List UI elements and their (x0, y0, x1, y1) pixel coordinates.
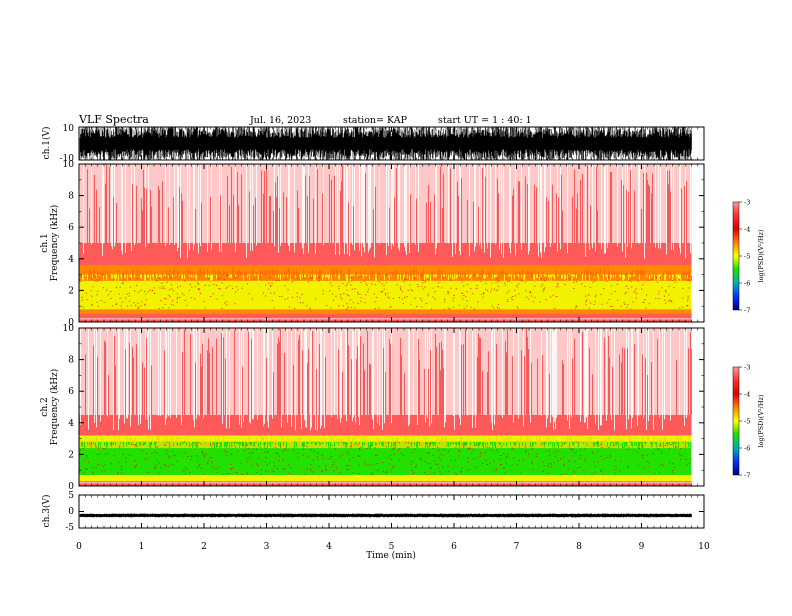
y-tick-label: 10 (63, 324, 75, 334)
colorbar-tick-label: -4 (744, 226, 750, 234)
spec-speckle (80, 441, 692, 476)
x-tick-label: 9 (639, 542, 645, 552)
ch3-waveform-trace (79, 494, 704, 529)
spec-speckle (79, 274, 692, 310)
spec-sparse-red-band (79, 164, 692, 243)
ch1-colorbar (732, 201, 740, 311)
y-tick-label: 2 (68, 450, 74, 460)
colorbar-tick-label: -6 (744, 280, 750, 288)
spec-red-streaks (87, 164, 687, 243)
ch2-spec-ylabel-freq: Frequency (kHz) (49, 369, 60, 446)
colorbar-tick-label: -6 (744, 445, 750, 453)
ch3-ylabel: ch.3(V) (41, 495, 52, 528)
spec-red-streaks (85, 328, 692, 415)
colorbar-tick-label: -7 (744, 472, 750, 480)
x-tick-label: 4 (326, 542, 332, 552)
ch1-spec-yticks: 0 2 4 6 8 10 (63, 160, 704, 328)
colorbar-tick-label: -7 (744, 307, 750, 315)
ch1-spec-ylabel-freq: Frequency (kHz) (49, 205, 60, 282)
ch1-ytick-top: 10 (63, 124, 75, 134)
colorbar-tick-label: -4 (744, 391, 750, 399)
date-label: Jul. 16, 2023 (249, 115, 311, 126)
y-tick-label: 0 (68, 482, 74, 492)
time-axis-label: Time (min) (366, 550, 416, 561)
x-tick-label: 0 (76, 542, 82, 552)
ch1-ytick-bottom: -10 (60, 154, 75, 164)
spec-gap-streaks (80, 329, 687, 431)
panel-ch1-waveform: 10 -10 ch.1(V) (41, 124, 705, 164)
ch1-colorbar-label: log(PSD)(V²/Hz) (757, 229, 765, 282)
ch3-ytick-top: 5 (68, 491, 74, 501)
ch3-ytick-mid: 0 (68, 507, 74, 517)
colorbar-tick-label: -5 (744, 253, 750, 261)
ch3-ytick-bottom: -5 (65, 523, 74, 533)
y-tick-label: 8 (68, 192, 74, 202)
x-tick-label: 3 (264, 542, 270, 552)
colorbar-tick-label: -3 (744, 199, 750, 207)
station-label: station= KAP (343, 115, 408, 126)
y-tick-label: 2 (68, 286, 74, 296)
waveform-line (79, 513, 692, 518)
x-tick-label: 2 (201, 542, 207, 552)
x-tick-label: 10 (698, 542, 710, 552)
ch2-spectrogram-image (79, 328, 692, 486)
x-tick-label: 5 (389, 542, 395, 552)
ch1-spectrogram-image (79, 164, 692, 322)
ch2-spec-ylabel-channel: ch.2 (40, 397, 50, 416)
y-tick-label: 8 (68, 356, 74, 366)
y-tick-label: 4 (68, 419, 74, 429)
ch1-waveform-trace (79, 126, 704, 161)
waveform-line (79, 127, 692, 160)
ch2-spec-yticks: 0 2 4 6 8 10 (63, 324, 704, 492)
panel-ch3-waveform: 5 0 -5 ch.3(V) (41, 491, 705, 533)
x-tick-label: 6 (451, 542, 457, 552)
y-tick-label: 10 (63, 160, 75, 170)
y-tick-label: 6 (68, 223, 74, 233)
colorbar-tick-label: -3 (744, 364, 750, 372)
y-tick-label: 4 (68, 255, 74, 265)
y-tick-label: 6 (68, 387, 74, 397)
x-tick-label: 1 (139, 542, 145, 552)
start-time-label: start UT = 1 : 40: 1 (438, 115, 532, 126)
time-axis-ticks: 0 1 2 3 4 5 6 7 8 9 10 (76, 127, 710, 552)
ch1-colorbar-ticks: -3 -4 -5 -6 -7 (739, 199, 750, 315)
ch2-colorbar (732, 366, 740, 476)
ch1-spec-ylabel-channel: ch.1 (40, 233, 50, 252)
x-tick-label: 7 (514, 542, 520, 552)
x-tick-label: 8 (576, 542, 582, 552)
colorbar-tick-label: -5 (744, 418, 750, 426)
ch2-colorbar-ticks: -3 -4 -5 -6 -7 (739, 364, 750, 480)
y-tick-label: 0 (68, 318, 74, 328)
ch2-colorbar-label: log(PSD)(V²/Hz) (757, 394, 765, 447)
figure-title: VLF Spectra (78, 113, 149, 126)
ch1-ylabel: ch.1(V) (41, 127, 52, 160)
